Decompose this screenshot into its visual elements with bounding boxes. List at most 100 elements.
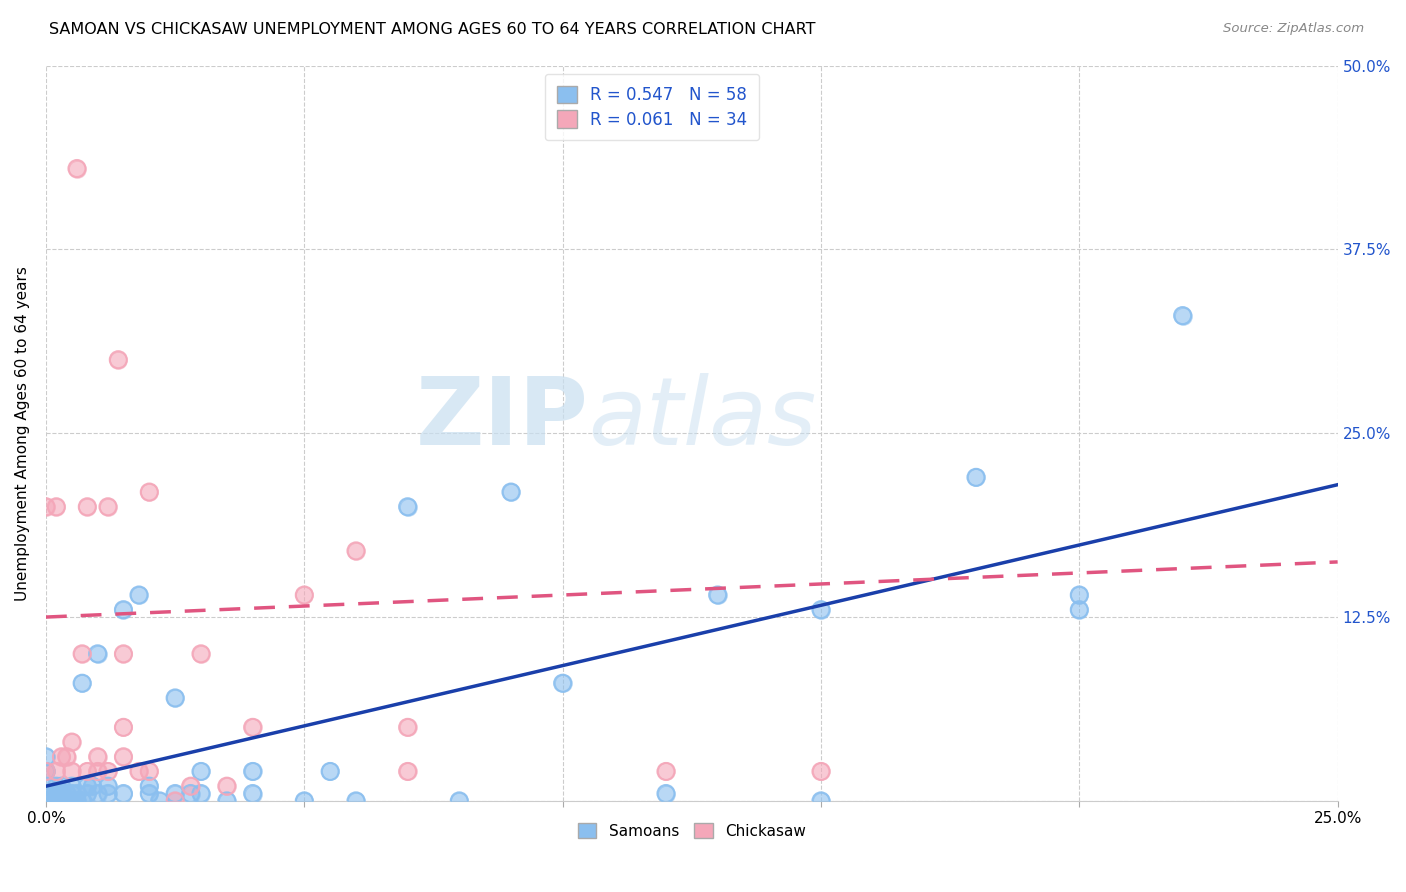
Point bbox=[39, 787, 62, 801]
Point bbox=[35, 749, 58, 764]
Point bbox=[810, 603, 832, 617]
Point bbox=[810, 764, 832, 779]
Point bbox=[551, 676, 574, 690]
Point bbox=[86, 647, 108, 661]
Point bbox=[39, 794, 62, 808]
Point bbox=[35, 779, 58, 793]
Point bbox=[551, 676, 574, 690]
Point bbox=[138, 779, 160, 793]
Point bbox=[35, 749, 58, 764]
Point bbox=[51, 779, 73, 793]
Point bbox=[128, 588, 150, 602]
Point bbox=[165, 794, 187, 808]
Point bbox=[449, 794, 471, 808]
Point bbox=[97, 764, 120, 779]
Point bbox=[82, 779, 104, 793]
Text: ZIP: ZIP bbox=[416, 373, 589, 465]
Point bbox=[112, 603, 135, 617]
Point bbox=[242, 787, 264, 801]
Point bbox=[51, 794, 73, 808]
Point bbox=[165, 690, 187, 705]
Point bbox=[165, 690, 187, 705]
Point bbox=[190, 764, 212, 779]
Point bbox=[396, 500, 419, 514]
Point bbox=[344, 794, 367, 808]
Point bbox=[810, 794, 832, 808]
Point bbox=[190, 764, 212, 779]
Point bbox=[396, 720, 419, 734]
Point bbox=[60, 779, 83, 793]
Text: atlas: atlas bbox=[589, 373, 817, 464]
Point bbox=[180, 779, 202, 793]
Text: SAMOAN VS CHICKASAW UNEMPLOYMENT AMONG AGES 60 TO 64 YEARS CORRELATION CHART: SAMOAN VS CHICKASAW UNEMPLOYMENT AMONG A… bbox=[49, 22, 815, 37]
Point bbox=[51, 787, 73, 801]
Point bbox=[499, 485, 522, 500]
Point bbox=[76, 779, 98, 793]
Point bbox=[242, 764, 264, 779]
Point bbox=[810, 603, 832, 617]
Point bbox=[112, 749, 135, 764]
Point bbox=[51, 794, 73, 808]
Point bbox=[97, 764, 120, 779]
Point bbox=[45, 764, 67, 779]
Point bbox=[190, 787, 212, 801]
Point bbox=[242, 720, 264, 734]
Point bbox=[60, 787, 83, 801]
Point bbox=[70, 676, 93, 690]
Point bbox=[396, 500, 419, 514]
Point bbox=[76, 787, 98, 801]
Point bbox=[45, 787, 67, 801]
Point bbox=[45, 779, 67, 793]
Point bbox=[45, 764, 67, 779]
Point bbox=[45, 794, 67, 808]
Point bbox=[51, 787, 73, 801]
Point bbox=[1069, 603, 1091, 617]
Point bbox=[70, 647, 93, 661]
Point bbox=[180, 779, 202, 793]
Point bbox=[35, 764, 58, 779]
Point bbox=[396, 764, 419, 779]
Point bbox=[128, 764, 150, 779]
Point bbox=[60, 787, 83, 801]
Point bbox=[292, 588, 315, 602]
Point bbox=[112, 603, 135, 617]
Point bbox=[86, 787, 108, 801]
Point bbox=[396, 764, 419, 779]
Point bbox=[810, 764, 832, 779]
Point bbox=[128, 764, 150, 779]
Point bbox=[138, 787, 160, 801]
Point bbox=[86, 764, 108, 779]
Point bbox=[35, 764, 58, 779]
Point bbox=[655, 764, 678, 779]
Point bbox=[1171, 309, 1194, 323]
Point bbox=[215, 794, 238, 808]
Point bbox=[97, 779, 120, 793]
Point bbox=[76, 779, 98, 793]
Point bbox=[292, 794, 315, 808]
Point bbox=[1069, 588, 1091, 602]
Point bbox=[128, 588, 150, 602]
Point bbox=[60, 794, 83, 808]
Point bbox=[60, 794, 83, 808]
Point bbox=[66, 787, 89, 801]
Point bbox=[35, 764, 58, 779]
Point bbox=[35, 500, 58, 514]
Point bbox=[107, 352, 129, 367]
Point bbox=[66, 161, 89, 176]
Point bbox=[97, 787, 120, 801]
Point bbox=[1171, 309, 1194, 323]
Point bbox=[112, 749, 135, 764]
Point bbox=[76, 764, 98, 779]
Point bbox=[165, 787, 187, 801]
Point bbox=[138, 779, 160, 793]
Legend: Samoans, Chickasaw: Samoans, Chickasaw bbox=[572, 816, 811, 845]
Point bbox=[449, 794, 471, 808]
Point bbox=[706, 588, 728, 602]
Point bbox=[112, 647, 135, 661]
Point bbox=[76, 500, 98, 514]
Point bbox=[138, 787, 160, 801]
Point bbox=[655, 787, 678, 801]
Y-axis label: Unemployment Among Ages 60 to 64 years: Unemployment Among Ages 60 to 64 years bbox=[15, 266, 30, 600]
Point bbox=[45, 500, 67, 514]
Point bbox=[82, 779, 104, 793]
